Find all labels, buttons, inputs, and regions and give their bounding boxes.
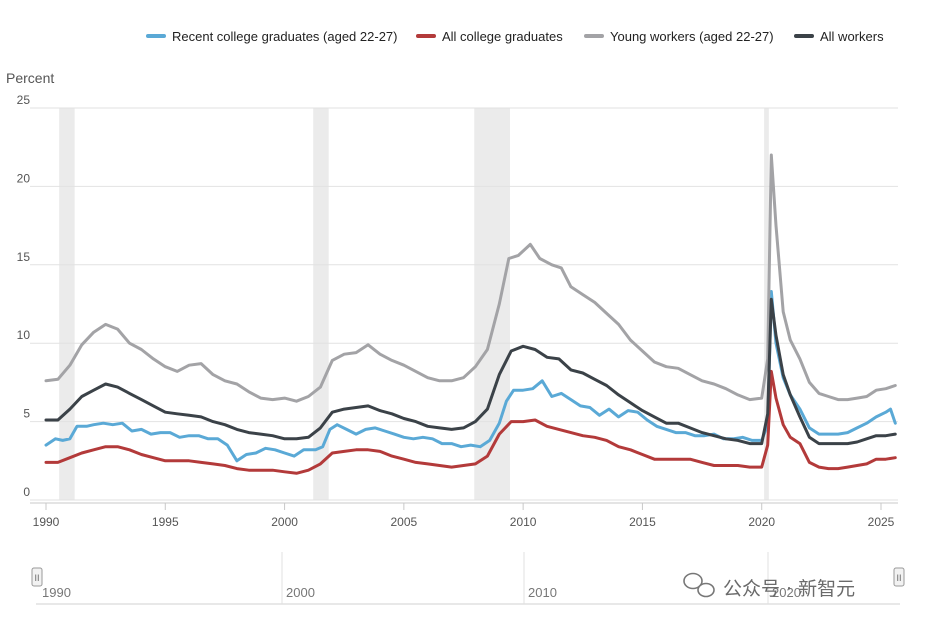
navigator-handle-grip: II — [896, 573, 901, 583]
x-tick-label: 1990 — [33, 515, 60, 529]
recession-band — [59, 108, 75, 500]
navigator-handle-left[interactable]: II — [31, 567, 43, 587]
recession-band — [474, 108, 511, 500]
navigator-label: 1990 — [42, 585, 71, 600]
x-tick-label: 2010 — [510, 515, 537, 529]
y-axis-label: Percent — [6, 70, 54, 86]
legend-label: All college graduates — [442, 29, 563, 44]
series-line-all-graduates — [44, 369, 897, 475]
legend-label: All workers — [820, 29, 884, 44]
x-tick-label: 1995 — [152, 515, 179, 529]
watermark-text: 公众号 · 新智元 — [723, 578, 855, 600]
x-tick-label: 2015 — [629, 515, 656, 529]
navigator-handle-body[interactable] — [893, 567, 905, 587]
y-axis: 0 5 10 15 20 25 — [17, 93, 31, 499]
x-tick-label: 2005 — [391, 515, 418, 529]
range-navigator[interactable]: 1990 2000 2010 2020 II II — [31, 552, 905, 605]
recession-band — [764, 108, 769, 500]
recession-band — [313, 108, 329, 500]
wechat-icon — [683, 572, 715, 598]
navigator-label: 2000 — [286, 585, 315, 600]
y-tick-label: 25 — [17, 93, 31, 107]
legend-label: Recent college graduates (aged 22-27) — [172, 29, 397, 44]
x-axis: 1990 1995 2000 2005 2010 2015 2020 2025 — [30, 502, 898, 529]
recession-shading — [59, 108, 769, 500]
series-lines — [44, 153, 897, 475]
y-tick-label: 10 — [17, 328, 31, 342]
navigator-label: 2020 — [772, 585, 801, 600]
navigator-label: 2010 — [528, 585, 557, 600]
x-tick-label: 2020 — [748, 515, 775, 529]
y-tick-label: 15 — [17, 250, 31, 264]
navigator-handle-grip: II — [34, 573, 39, 583]
y-tick-label: 20 — [17, 171, 31, 185]
series-line-young-workers — [44, 153, 897, 403]
watermark: 公众号 · 新智元 — [683, 572, 855, 600]
legend-label: Young workers (aged 22-27) — [610, 29, 774, 44]
y-tick-label: 5 — [23, 407, 30, 421]
navigator-handle-body[interactable] — [31, 567, 43, 587]
x-tick-label: 2025 — [868, 515, 895, 529]
wechat-bubble-large — [683, 572, 703, 590]
navigator-handle-right[interactable]: II — [893, 567, 905, 587]
x-tick-label: 2000 — [271, 515, 298, 529]
wechat-bubble-small — [697, 582, 715, 598]
y-tick-label: 0 — [23, 485, 30, 499]
legend: Recent college graduates (aged 22-27) All… — [146, 29, 884, 44]
grid-lines — [30, 107, 898, 501]
series-line-all-workers — [44, 297, 897, 446]
